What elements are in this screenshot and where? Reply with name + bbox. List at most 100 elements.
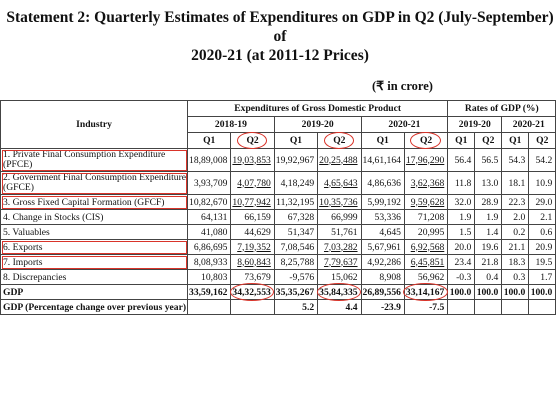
value-cell: 4.4 bbox=[317, 299, 362, 315]
value-cell: 1.9 bbox=[474, 209, 503, 225]
value-cell bbox=[501, 299, 530, 315]
rates-header: Rates of GDP (%) bbox=[447, 100, 557, 117]
value-cell: 66,159 bbox=[230, 209, 275, 225]
value-cell: 21.1 bbox=[501, 239, 530, 255]
year-header-2018-19: 2018-19 bbox=[187, 116, 275, 133]
value-cell: 4,07,780 bbox=[230, 171, 275, 195]
value-cell: 32.0 bbox=[447, 194, 476, 210]
value-cell: 20.9 bbox=[528, 239, 557, 255]
value-cell: 4,92,286 bbox=[360, 254, 405, 270]
value-cell: 53,336 bbox=[360, 209, 405, 225]
value-cell: 1.7 bbox=[528, 269, 557, 285]
rate-year-header-2020-21: 2020-21 bbox=[501, 116, 557, 133]
value-cell: 54.2 bbox=[528, 148, 557, 172]
value-cell bbox=[528, 299, 557, 315]
value-cell: 23.4 bbox=[447, 254, 476, 270]
value-cell: 19,92,967 bbox=[273, 148, 319, 172]
value-cell: 66,999 bbox=[317, 209, 362, 225]
gdp-change-row: GDP (Percentage change over previous yea… bbox=[0, 299, 557, 315]
value-cell: 11.8 bbox=[447, 171, 476, 195]
value-cell: 18.1 bbox=[501, 171, 530, 195]
value-cell: 0.6 bbox=[528, 224, 557, 240]
table-row: 1. Private Final Consumption Expenditure… bbox=[0, 148, 557, 172]
value-cell: 35,35,267 bbox=[273, 284, 319, 300]
row-label: 7. Imports bbox=[0, 254, 189, 270]
quarter-header: Q1 bbox=[273, 132, 319, 149]
year-header-2019-20: 2019-20 bbox=[273, 116, 362, 133]
table-row: 8. Discrepancies 10,803 73,679 -9,576 15,062… bbox=[0, 269, 557, 285]
value-cell: 44,629 bbox=[230, 224, 275, 240]
value-cell: 13.0 bbox=[474, 171, 503, 195]
row-label: GDP bbox=[0, 284, 189, 300]
value-cell: 56.5 bbox=[474, 148, 503, 172]
value-cell: 28.9 bbox=[474, 194, 503, 210]
value-cell: 8,908 bbox=[360, 269, 405, 285]
value-cell: 10,77,942 bbox=[230, 194, 275, 210]
table-row: 7. Imports 8,08,933 8,60,843 8,25,788 7,79,6… bbox=[0, 254, 557, 270]
value-cell: 7,79,637 bbox=[317, 254, 362, 270]
value-cell: -7.5 bbox=[403, 299, 449, 315]
value-cell: 10,82,670 bbox=[187, 194, 232, 210]
value-cell: 1.9 bbox=[447, 209, 476, 225]
quarter-header: Q1 bbox=[360, 132, 405, 149]
value-cell: 73,679 bbox=[230, 269, 275, 285]
value-cell: -23.9 bbox=[360, 299, 405, 315]
value-cell: 41,080 bbox=[187, 224, 232, 240]
value-cell: 0.3 bbox=[501, 269, 530, 285]
value-cell: 100.0 bbox=[501, 284, 530, 300]
value-cell: 100.0 bbox=[474, 284, 503, 300]
row-label: 6. Exports bbox=[0, 239, 189, 255]
value-cell: 67,328 bbox=[273, 209, 319, 225]
value-cell: 26,89,556 bbox=[360, 284, 405, 300]
value-cell: 4,645 bbox=[360, 224, 405, 240]
value-cell: 6,45,851 bbox=[403, 254, 449, 270]
value-cell: 18.3 bbox=[501, 254, 530, 270]
value-cell: 11,32,195 bbox=[273, 194, 319, 210]
value-cell: 8,08,933 bbox=[187, 254, 232, 270]
unit-label: (₹ in crore) bbox=[372, 79, 433, 93]
value-cell bbox=[230, 299, 275, 315]
value-cell: 8,25,788 bbox=[273, 254, 319, 270]
gdp-expenditure-table: Industry Expenditures of Gross Domestic … bbox=[0, 100, 557, 315]
value-cell: 21.8 bbox=[474, 254, 503, 270]
row-label: 2. Government Final Consumption Expendit… bbox=[0, 171, 189, 195]
value-cell: 5.2 bbox=[273, 299, 319, 315]
table-row: 4. Change in Stocks (CIS) 64,131 66,159 67,… bbox=[0, 209, 557, 225]
value-cell: 9,59,628 bbox=[403, 194, 449, 210]
row-label: 5. Valuables bbox=[0, 224, 189, 240]
value-cell: 7,03,282 bbox=[317, 239, 362, 255]
value-cell: 0.4 bbox=[474, 269, 503, 285]
value-cell: -0.3 bbox=[447, 269, 476, 285]
value-cell bbox=[187, 299, 232, 315]
value-cell bbox=[474, 299, 503, 315]
industry-header: Industry bbox=[0, 100, 189, 149]
value-cell: 2.1 bbox=[528, 209, 557, 225]
value-cell: 3,62,368 bbox=[403, 171, 449, 195]
expenditures-header: Expenditures of Gross Domestic Product bbox=[187, 100, 449, 117]
quarter-header: Q2 bbox=[317, 132, 362, 149]
value-cell: 19,03,853 bbox=[230, 148, 275, 172]
value-cell: 20,995 bbox=[403, 224, 449, 240]
rate-year-header-2019-20: 2019-20 bbox=[447, 116, 503, 133]
row-label: 1. Private Final Consumption Expenditure… bbox=[0, 148, 189, 172]
table-row: 5. Valuables 41,080 44,629 51,347 51,761 4,64… bbox=[0, 224, 557, 240]
row-label: 4. Change in Stocks (CIS) bbox=[0, 209, 189, 225]
value-cell: 22.3 bbox=[501, 194, 530, 210]
value-cell: 3,93,709 bbox=[187, 171, 232, 195]
quarter-header: Q1 bbox=[447, 132, 476, 149]
value-cell: 71,208 bbox=[403, 209, 449, 225]
title-line-1: Statement 2: Quarterly Estimates of Expe… bbox=[6, 9, 554, 45]
value-cell: 4,86,636 bbox=[360, 171, 405, 195]
value-cell: 2.0 bbox=[501, 209, 530, 225]
value-cell: 18,89,008 bbox=[187, 148, 232, 172]
table-row: 3. Gross Fixed Capital Formation (GFCF) 1… bbox=[0, 194, 557, 210]
value-cell: 100.0 bbox=[528, 284, 557, 300]
value-cell: 29.0 bbox=[528, 194, 557, 210]
value-cell: 6,92,568 bbox=[403, 239, 449, 255]
quarter-header: Q2 bbox=[230, 132, 275, 149]
value-cell: 10,803 bbox=[187, 269, 232, 285]
quarter-header: Q2 bbox=[528, 132, 557, 149]
value-cell: 51,347 bbox=[273, 224, 319, 240]
value-cell: 19.6 bbox=[474, 239, 503, 255]
